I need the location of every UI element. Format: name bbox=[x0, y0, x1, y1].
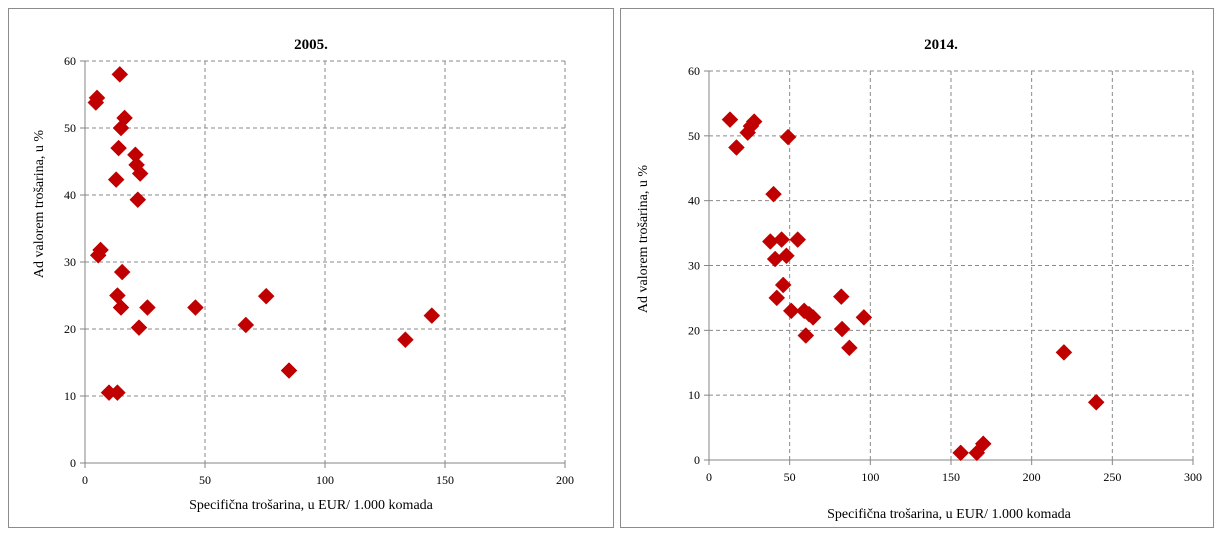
data-point bbox=[778, 247, 795, 265]
data-point bbox=[745, 113, 763, 130]
x-axis-label: Specifična trošarina, u EUR/ 1.000 komad… bbox=[827, 507, 1072, 522]
data-point bbox=[1055, 344, 1073, 361]
plot-area: 0 10 20 30 40 50 60 0 50 100 150 200 250 300 bbox=[688, 64, 1202, 484]
y-tick-label: 0 bbox=[694, 453, 700, 467]
data-point bbox=[774, 276, 792, 294]
chart-panel-2005: 2005. Specifična trošarina, u EUR/ 1.000… bbox=[8, 8, 614, 528]
data-point bbox=[728, 139, 745, 156]
x-tick-label: 100 bbox=[316, 473, 334, 487]
chart-title: 2005. bbox=[294, 37, 328, 53]
x-tick-label: 250 bbox=[1103, 470, 1121, 484]
data-point bbox=[87, 94, 105, 111]
y-axis-label: Ad valorem trošarina, u % bbox=[32, 130, 47, 278]
data-point bbox=[1087, 393, 1105, 411]
scatter-chart-2005: 2005. Specifična trošarina, u EUR/ 1.000… bbox=[32, 37, 574, 513]
data-point bbox=[113, 263, 131, 281]
data-point bbox=[779, 128, 797, 146]
y-tick-label: 40 bbox=[688, 194, 700, 208]
data-point bbox=[974, 435, 992, 453]
data-point bbox=[280, 362, 298, 379]
x-tick-label: 0 bbox=[706, 470, 712, 484]
data-point bbox=[423, 307, 441, 324]
data-point bbox=[832, 288, 850, 305]
data-point bbox=[187, 299, 204, 316]
y-tick-label: 30 bbox=[64, 255, 76, 269]
data-point bbox=[855, 309, 873, 326]
x-axis-label: Specifična trošarina, u EUR/ 1.000 komad… bbox=[189, 498, 434, 513]
scatter-chart-2014: 2014. Specifična trošarina, u EUR/ 1.000… bbox=[636, 37, 1202, 522]
chart-panel-2014: 2014. Specifična trošarina, u EUR/ 1.000… bbox=[620, 8, 1214, 528]
data-point bbox=[111, 66, 129, 83]
data-point bbox=[237, 316, 255, 334]
x-tick-label: 200 bbox=[1023, 470, 1041, 484]
x-tick-label: 100 bbox=[861, 470, 879, 484]
data-point bbox=[89, 246, 107, 264]
x-tick-label: 300 bbox=[1184, 470, 1202, 484]
plot-area: 0 10 20 30 40 50 60 0 50 100 150 200 bbox=[64, 54, 574, 487]
data-point bbox=[129, 191, 147, 209]
data-point bbox=[109, 287, 126, 304]
data-point bbox=[397, 331, 414, 349]
x-tick-label: 150 bbox=[436, 473, 454, 487]
data-point bbox=[952, 444, 970, 462]
data-point bbox=[782, 302, 800, 320]
data-point bbox=[797, 327, 815, 344]
x-tick-label: 50 bbox=[199, 473, 211, 487]
y-tick-label: 60 bbox=[64, 54, 76, 68]
data-point bbox=[721, 111, 739, 128]
data-point bbox=[110, 139, 127, 157]
y-tick-label: 30 bbox=[688, 259, 700, 273]
data-point bbox=[768, 289, 786, 307]
data-point bbox=[257, 287, 275, 305]
data-point bbox=[765, 185, 782, 203]
data-point bbox=[112, 299, 130, 316]
y-tick-label: 50 bbox=[64, 121, 76, 135]
data-point bbox=[109, 384, 126, 402]
y-tick-label: 20 bbox=[64, 322, 76, 336]
y-tick-label: 40 bbox=[64, 188, 76, 202]
data-point bbox=[804, 309, 822, 326]
data-point bbox=[833, 320, 851, 338]
x-tick-label: 50 bbox=[784, 470, 796, 484]
data-point bbox=[130, 319, 148, 337]
data-point bbox=[112, 119, 130, 137]
data-point bbox=[131, 165, 149, 182]
x-tick-label: 150 bbox=[942, 470, 960, 484]
y-tick-label: 60 bbox=[688, 64, 700, 78]
y-tick-label: 20 bbox=[688, 323, 700, 337]
y-tick-label: 50 bbox=[688, 129, 700, 143]
data-point bbox=[841, 339, 858, 357]
y-tick-label: 10 bbox=[688, 388, 700, 402]
data-point bbox=[773, 231, 790, 248]
data-point bbox=[107, 171, 125, 188]
x-tick-label: 0 bbox=[82, 473, 88, 487]
x-tick-label: 200 bbox=[556, 473, 574, 487]
chart-title: 2014. bbox=[924, 37, 958, 53]
y-tick-label: 10 bbox=[64, 389, 76, 403]
y-tick-label: 0 bbox=[70, 456, 76, 470]
data-point bbox=[789, 231, 807, 248]
data-point bbox=[139, 299, 156, 316]
y-axis-label: Ad valorem trošarina, u % bbox=[636, 165, 651, 313]
